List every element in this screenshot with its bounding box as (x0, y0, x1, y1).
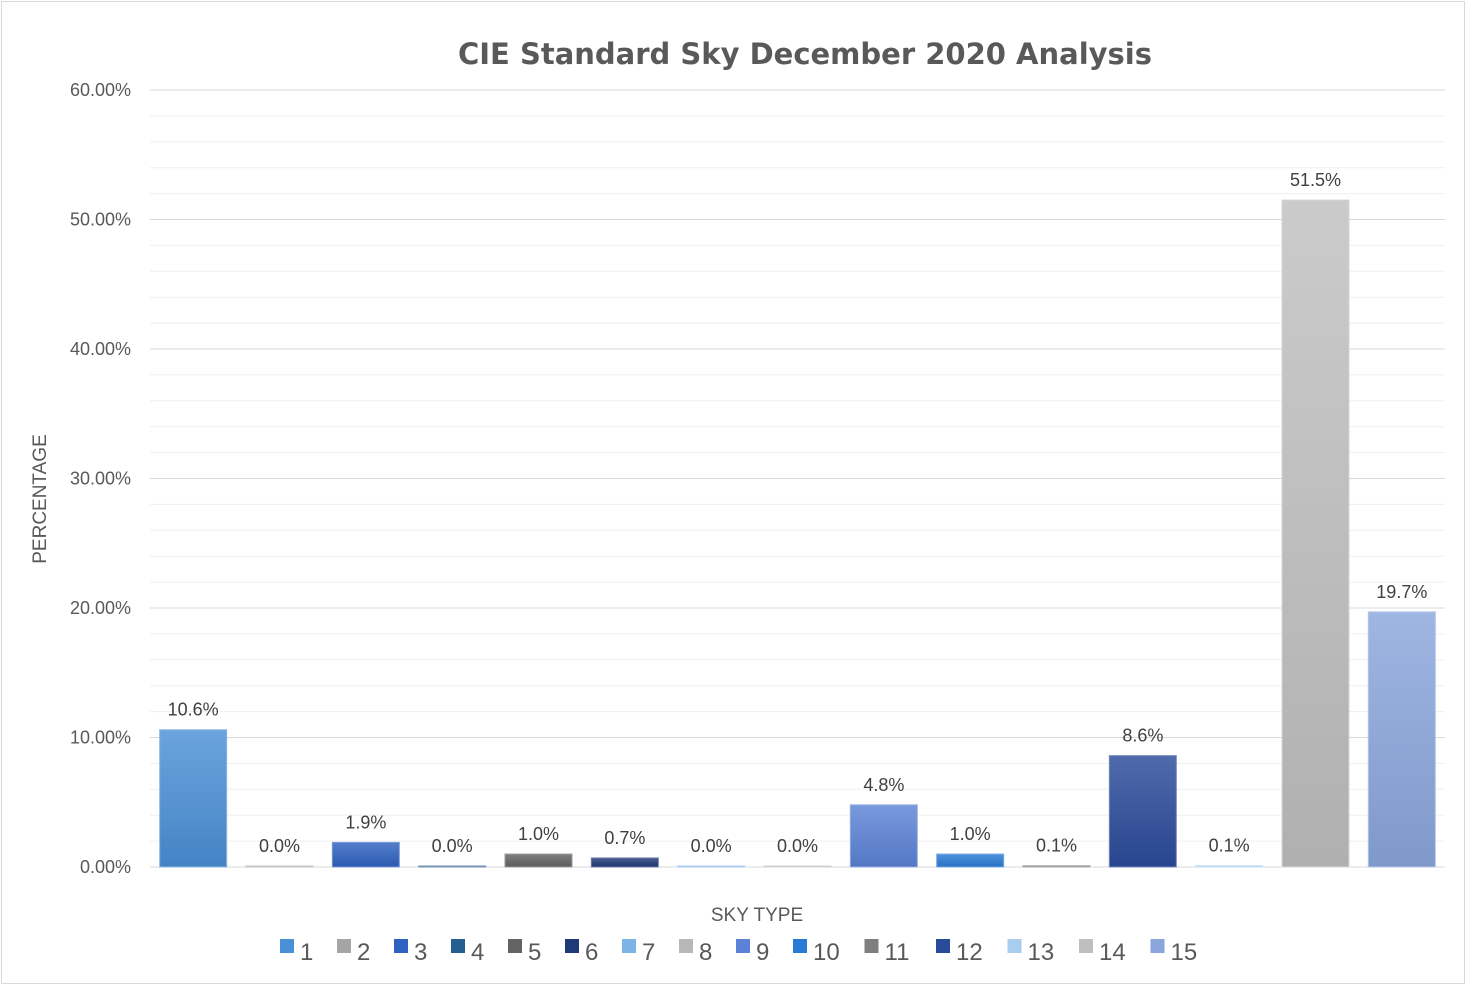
bar-sky-type-14 (1281, 199, 1350, 868)
y-tick-label: 0.00% (80, 857, 131, 877)
legend-label: 9 (756, 939, 769, 966)
legend-item-13: 13 (1007, 939, 1055, 966)
bars-layer (159, 199, 1436, 868)
legend-swatch (679, 939, 693, 953)
bar-sky-type-11 (1022, 865, 1091, 868)
data-label-sky-type-4: 0.0% (432, 836, 473, 856)
y-axis-title: PERCENTAGE (30, 434, 51, 564)
legend-item-5: 5 (508, 939, 541, 966)
legend-swatch (736, 939, 750, 953)
bar-sky-type-6 (590, 857, 659, 868)
legend-label: 4 (471, 939, 484, 966)
legend-label: 2 (357, 939, 370, 966)
bar-sky-type-8 (763, 865, 832, 868)
data-labels-layer: 10.6% 0.0% 1.9% 0.0% 1.0% 0.7% 0.0% 0.0% 4.8% 1.0… (168, 170, 1428, 856)
bar-sky-type-15 (1367, 611, 1436, 868)
legend-item-12: 12 (936, 939, 983, 966)
y-tick-label: 60.00% (70, 80, 131, 100)
y-axis-ticks: 0.00% 10.00% 20.00% 30.00% 40.00% 50.00% 60.00… (70, 80, 131, 877)
data-label-sky-type-5: 1.0% (518, 824, 559, 844)
legend-item-8: 8 (679, 939, 712, 966)
data-label-sky-type-6: 0.7% (604, 828, 645, 848)
legend-item-4: 4 (451, 939, 484, 966)
bar-sky-type-10 (936, 853, 1005, 868)
bar-sky-type-2 (245, 865, 314, 868)
legend-swatch (337, 939, 351, 953)
legend: 1 2 3 4 5 6 7 8 9 10 11 12 13 14 15 (280, 939, 1197, 966)
legend-swatch (936, 939, 950, 953)
legend-label: 3 (414, 939, 427, 966)
legend-label: 1 (300, 939, 313, 966)
legend-label: 5 (528, 939, 541, 966)
legend-item-9: 9 (736, 939, 769, 966)
bar-sky-type-3 (331, 841, 400, 868)
legend-item-2: 2 (337, 939, 370, 966)
x-axis-title: SKY TYPE (711, 905, 803, 926)
legend-item-14: 14 (1079, 939, 1126, 966)
y-tick-label: 40.00% (70, 339, 131, 359)
legend-label: 6 (585, 939, 598, 966)
legend-label: 10 (813, 939, 840, 966)
bar-sky-type-5 (504, 853, 573, 868)
bar-sky-type-9 (849, 804, 918, 868)
data-label-sky-type-13: 0.1% (1209, 836, 1250, 856)
legend-item-6: 6 (565, 939, 598, 966)
y-tick-label: 30.00% (70, 469, 131, 489)
legend-swatch (1150, 939, 1165, 953)
legend-label: 14 (1099, 939, 1126, 966)
legend-swatch (1007, 939, 1022, 953)
legend-item-1: 1 (280, 939, 313, 966)
legend-swatch (280, 939, 294, 953)
legend-label: 11 (885, 939, 910, 966)
legend-label: 7 (642, 939, 655, 966)
legend-label: 12 (956, 939, 983, 966)
data-label-sky-type-3: 1.9% (345, 812, 386, 832)
y-tick-label: 20.00% (70, 598, 131, 618)
grid-layer (150, 89, 1445, 868)
legend-swatch (864, 939, 879, 953)
y-tick-label: 50.00% (70, 210, 131, 230)
bar-sky-type-7 (677, 865, 746, 868)
data-label-sky-type-7: 0.0% (691, 836, 732, 856)
legend-swatch (793, 939, 807, 953)
bar-sky-type-1 (159, 729, 228, 868)
data-label-sky-type-9: 4.8% (863, 775, 904, 795)
legend-item-10: 10 (793, 939, 840, 966)
legend-item-15: 15 (1150, 939, 1198, 966)
bar-sky-type-12 (1108, 755, 1177, 868)
legend-label: 15 (1171, 939, 1198, 966)
bar-sky-type-13 (1195, 865, 1264, 868)
legend-item-7: 7 (622, 939, 655, 966)
legend-swatch (565, 939, 579, 953)
legend-swatch (394, 939, 408, 953)
bar-sky-type-4 (418, 865, 487, 868)
legend-item-11: 11 (864, 939, 910, 966)
legend-label: 8 (699, 939, 712, 966)
data-label-sky-type-2: 0.0% (259, 836, 300, 856)
data-label-sky-type-12: 8.6% (1122, 726, 1163, 746)
data-label-sky-type-10: 1.0% (950, 824, 991, 844)
legend-swatch (508, 939, 522, 953)
data-label-sky-type-8: 0.0% (777, 836, 818, 856)
data-label-sky-type-11: 0.1% (1036, 836, 1077, 856)
y-tick-label: 10.00% (70, 728, 131, 748)
data-label-sky-type-14: 51.5% (1290, 170, 1341, 190)
legend-swatch (1079, 939, 1093, 953)
legend-swatch (622, 939, 636, 953)
chart-title: CIE Standard Sky December 2020 Analysis (458, 37, 1152, 71)
data-label-sky-type-15: 19.7% (1376, 582, 1427, 602)
legend-item-3: 3 (394, 939, 427, 966)
legend-swatch (451, 939, 465, 953)
data-label-sky-type-1: 10.6% (168, 700, 219, 720)
legend-label: 13 (1028, 939, 1055, 966)
